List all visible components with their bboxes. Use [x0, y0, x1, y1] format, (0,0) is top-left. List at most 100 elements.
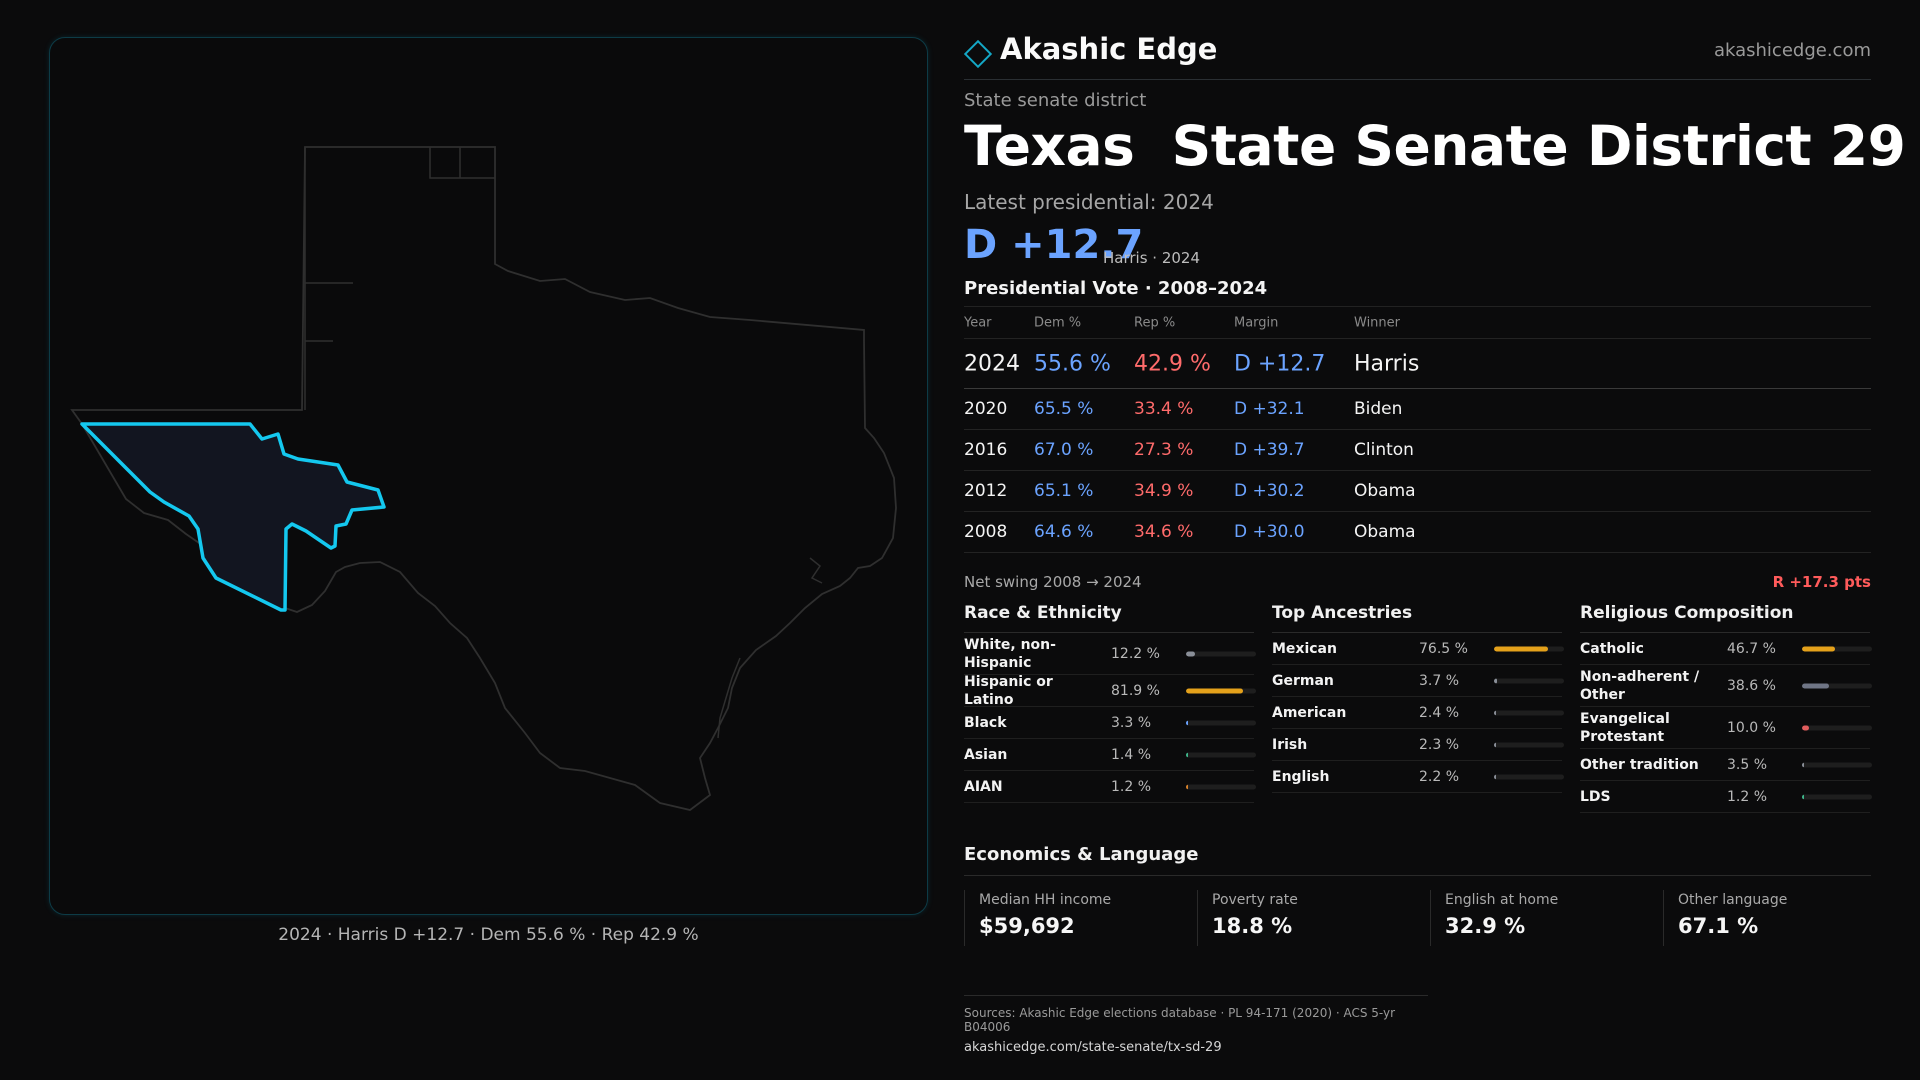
item-value: 12.2 %: [1111, 645, 1160, 662]
col-year: Year: [964, 315, 992, 330]
bar-track: [1494, 774, 1564, 779]
row-rep: 34.9 %: [1134, 481, 1194, 501]
bar-fill: [1494, 646, 1548, 651]
econ-value: 67.1 %: [1678, 914, 1759, 938]
map-caption: 2024 · Harris D +12.7 · Dem 55.6 % · Rep…: [278, 925, 699, 945]
bar-track: [1494, 678, 1564, 683]
row-margin: D +30.0: [1234, 522, 1305, 542]
list-item: American 2.4 %: [1272, 697, 1564, 729]
item-label: Catholic: [1580, 640, 1644, 657]
item-value: 2.2 %: [1419, 768, 1460, 785]
item-label: Asian: [964, 746, 1008, 763]
item-label: Black: [964, 714, 1007, 731]
swing-value: R +17.3 pts: [1772, 573, 1871, 591]
bar-fill: [1186, 752, 1188, 757]
item-label: LDS: [1580, 788, 1611, 805]
swing-label: Net swing 2008 → 2024: [964, 573, 1142, 591]
item-value: 1.4 %: [1111, 746, 1152, 763]
list-item: AIAN 1.2 %: [964, 771, 1256, 803]
bar-track: [1802, 683, 1872, 688]
econ-label: Poverty rate: [1212, 892, 1298, 908]
section-title: Religious Composition: [1580, 603, 1870, 633]
item-value: 3.3 %: [1111, 714, 1152, 731]
row-dem: 55.6 %: [1034, 351, 1111, 376]
brand-header: Akashic Edge akashicedge.com: [963, 32, 1871, 80]
table-row: 2012 65.1 % 34.9 % D +30.2 Obama: [964, 471, 1871, 512]
item-label: English: [1272, 768, 1330, 785]
row-margin: D +39.7: [1234, 440, 1305, 460]
sources-footer: Sources: Akashic Edge elections database…: [964, 995, 1428, 1055]
row-winner: Harris: [1354, 351, 1420, 376]
item-label: Irish: [1272, 736, 1308, 753]
bar-track: [1186, 752, 1256, 757]
row-margin: D +30.2: [1234, 481, 1305, 501]
bar-track: [1802, 646, 1872, 651]
table-header: Year Dem % Rep % Margin Winner: [964, 307, 1871, 339]
county-line: [717, 657, 741, 739]
row-year: 2024: [964, 351, 1020, 376]
economics-grid: Median HH income $59,692 Poverty rate 18…: [964, 890, 1871, 946]
econ-value: $59,692: [979, 914, 1075, 938]
row-margin: D +12.7: [1234, 351, 1326, 376]
row-winner: Obama: [1354, 522, 1416, 542]
brand-name: Akashic Edge: [1000, 32, 1218, 66]
bar-fill: [1802, 683, 1830, 688]
source-link[interactable]: akashicedge.com/state-senate/tx-sd-29: [964, 1040, 1222, 1055]
col-rep: Rep %: [1134, 315, 1176, 330]
list-item: English 2.2 %: [1272, 761, 1564, 793]
latest-presidential: Latest presidential: 2024: [964, 190, 1214, 214]
bar-track: [1494, 742, 1564, 747]
item-label: German: [1272, 672, 1334, 689]
item-label: Non-adherent / Other: [1580, 668, 1700, 703]
race-ethnicity-section: Race & Ethnicity White, non-Hispanic 12.…: [964, 603, 1256, 803]
econ-label: English at home: [1445, 892, 1559, 908]
list-item: Hispanic or Latino 81.9 %: [964, 674, 1256, 708]
net-swing: Net swing 2008 → 2024 R +17.3 pts: [964, 573, 1871, 591]
list-item: Catholic 46.7 %: [1580, 633, 1872, 665]
row-dem: 65.5 %: [1034, 399, 1094, 419]
brand-url[interactable]: akashicedge.com: [1713, 40, 1871, 61]
item-value: 2.3 %: [1419, 736, 1460, 753]
list-item: Mexican 76.5 %: [1272, 633, 1564, 665]
list-item: Irish 2.3 %: [1272, 729, 1564, 761]
bar-fill: [1802, 762, 1805, 767]
econ-label: Median HH income: [979, 892, 1112, 908]
religion-section: Religious Composition Catholic 46.7 % No…: [1580, 603, 1872, 813]
bar-fill: [1186, 651, 1195, 656]
bar-fill: [1494, 774, 1496, 779]
district-shape[interactable]: [80, 422, 386, 612]
econ-cell: Poverty rate 18.8 %: [1197, 890, 1412, 946]
list-item: White, non-Hispanic 12.2 %: [964, 633, 1256, 675]
item-label: Evangelical Protestant: [1580, 710, 1670, 745]
row-dem: 65.1 %: [1034, 481, 1094, 501]
row-winner: Obama: [1354, 481, 1416, 501]
texas-outline: [70, 146, 897, 811]
bar-track: [1186, 720, 1256, 725]
list-item: Evangelical Protestant 10.0 %: [1580, 707, 1872, 749]
vote-table-title: Presidential Vote · 2008–2024: [964, 278, 1268, 299]
item-label: AIAN: [964, 778, 1003, 795]
bar-track: [1186, 688, 1256, 693]
bar-track: [1186, 784, 1256, 789]
county-line: [809, 557, 823, 584]
row-dem: 67.0 %: [1034, 440, 1094, 460]
district-map[interactable]: [49, 37, 928, 915]
econ-cell: English at home 32.9 %: [1430, 890, 1645, 946]
econ-value: 18.8 %: [1212, 914, 1293, 938]
bar-fill: [1802, 646, 1835, 651]
page-title: Texas State Senate District 29: [964, 114, 1906, 178]
bar-track: [1802, 725, 1872, 730]
bar-fill: [1186, 688, 1244, 693]
econ-cell: Other language 67.1 %: [1663, 890, 1878, 946]
bar-track: [1802, 794, 1872, 799]
bar-fill: [1494, 710, 1496, 715]
col-dem: Dem %: [1034, 315, 1082, 330]
row-rep: 42.9 %: [1134, 351, 1211, 376]
bar-fill: [1186, 784, 1188, 789]
table-row: 2020 65.5 % 33.4 % D +32.1 Biden: [964, 389, 1871, 430]
list-item: Asian 1.4 %: [964, 739, 1256, 771]
row-year: 2020: [964, 399, 1008, 419]
list-item: LDS 1.2 %: [1580, 781, 1872, 813]
bar-fill: [1494, 678, 1497, 683]
item-value: 2.4 %: [1419, 704, 1460, 721]
